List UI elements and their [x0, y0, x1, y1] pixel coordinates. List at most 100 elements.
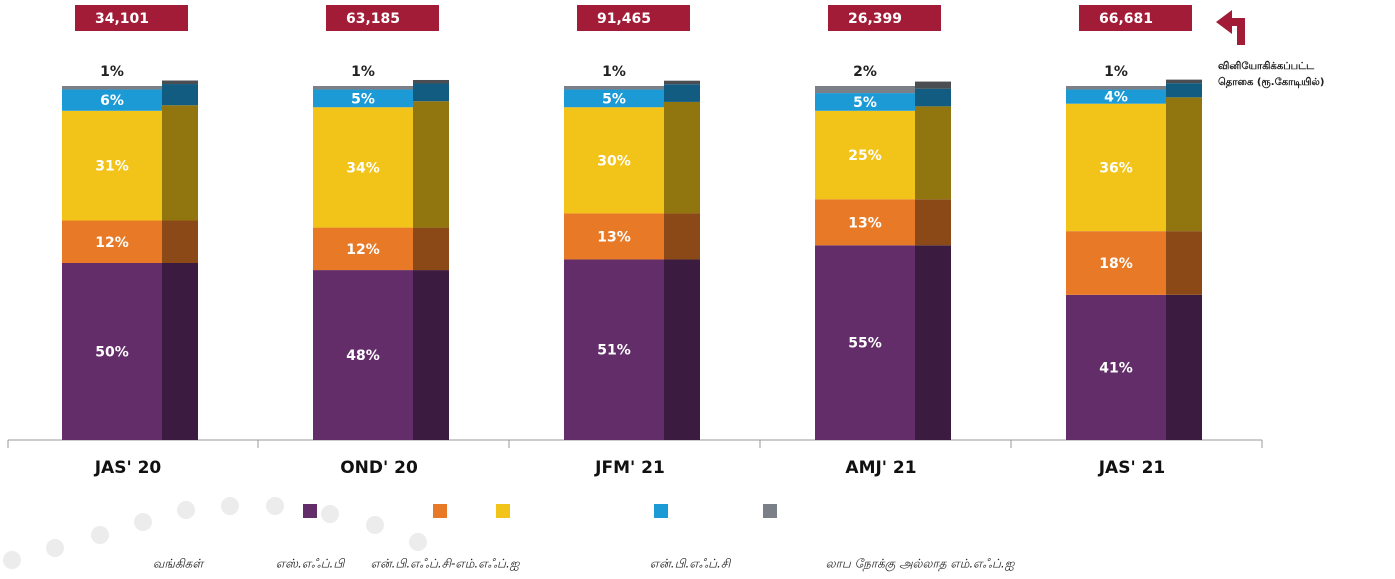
bar-segment: [1066, 89, 1166, 104]
data-label: 31%: [95, 159, 129, 175]
bar-segment: [313, 89, 413, 108]
total-box: [326, 5, 439, 31]
bar-segment: [564, 107, 664, 214]
bar-side: [664, 259, 700, 440]
total-label: 26,399: [848, 11, 902, 27]
annotation: வினியோகிக்கப்பட்ட: [1218, 60, 1315, 72]
bar-segment: [62, 89, 162, 111]
data-label: 55%: [848, 336, 882, 352]
legend-swatch: [763, 504, 777, 518]
data-label: 5%: [853, 95, 877, 111]
bar-segment: [313, 270, 413, 440]
bar-side: [1166, 83, 1202, 98]
bar-side: [664, 101, 700, 214]
bar-side: [915, 199, 951, 246]
bar-segment: [1066, 103, 1166, 232]
data-label: 12%: [95, 235, 129, 251]
legend-label: எஸ்.எஃப்.பி: [276, 557, 346, 571]
legend-swatch: [654, 504, 668, 518]
bar-side: [413, 227, 449, 271]
annotation: தொகை (ரூ.கோடியில்): [1218, 76, 1324, 88]
data-label: 5%: [351, 91, 375, 107]
bar-side: [413, 83, 449, 102]
total-label: 91,465: [597, 11, 651, 27]
bar-side: [1166, 97, 1202, 232]
total-box: [828, 5, 941, 31]
bar-segment: [564, 89, 664, 108]
data-label: 34%: [346, 160, 380, 176]
legend-label: வங்கிகள்: [153, 557, 206, 571]
bar-segment: [313, 227, 413, 271]
bar-side: [162, 220, 198, 263]
bar-segment: [815, 245, 915, 440]
bar-side: [664, 80, 700, 85]
total-box: [1079, 5, 1192, 31]
bar-side: [915, 245, 951, 440]
bar-segment: [564, 259, 664, 440]
bar-segment: [62, 263, 162, 440]
bar-side: [413, 270, 449, 440]
bar-side: [413, 101, 449, 228]
bar-side: [162, 84, 198, 106]
bar-segment: [1066, 231, 1166, 295]
data-label: 2%: [853, 64, 877, 80]
data-label: 18%: [1099, 256, 1133, 272]
data-label: 5%: [602, 91, 626, 107]
data-label: 13%: [597, 229, 631, 245]
bar-side: [664, 84, 700, 102]
x-tick-label: JAS' 20: [94, 458, 162, 478]
data-label: 1%: [602, 64, 626, 80]
bar-segment: [62, 86, 162, 90]
bar-side: [915, 88, 951, 107]
x-tick-label: OND' 20: [340, 458, 418, 478]
bar-side: [162, 105, 198, 221]
x-tick-label: JAS' 21: [1098, 458, 1166, 478]
bar-side: [915, 106, 951, 200]
total-label: 66,681: [1099, 11, 1153, 27]
data-label: 41%: [1099, 360, 1133, 376]
data-label: 51%: [597, 343, 631, 359]
bar-side: [162, 80, 198, 85]
data-label: 1%: [351, 64, 375, 80]
data-label: 12%: [346, 242, 380, 258]
bar-segment: [62, 220, 162, 263]
data-label: 48%: [346, 348, 380, 364]
total-label: 34,101: [95, 11, 149, 27]
data-label: 30%: [597, 153, 631, 169]
bar-side: [1166, 231, 1202, 295]
bar-side: [162, 263, 198, 440]
bar-segment: [815, 199, 915, 246]
data-label: 50%: [95, 345, 129, 361]
legend-swatch: [303, 504, 317, 518]
data-label: 36%: [1099, 160, 1133, 176]
x-tick-label: AMJ' 21: [845, 458, 916, 478]
bar-segment: [62, 110, 162, 221]
arrow-icon: [1216, 10, 1245, 45]
bar-segment: [1066, 86, 1166, 90]
total-box: [577, 5, 690, 31]
bar-side: [413, 79, 449, 84]
bar-segment: [313, 107, 413, 228]
total-box: [75, 5, 188, 31]
data-label: 1%: [1104, 64, 1128, 80]
bar-segment: [815, 110, 915, 200]
bar-side: [1166, 294, 1202, 440]
data-label: 13%: [848, 215, 882, 231]
bar-side: [915, 81, 951, 89]
bar-segment: [564, 86, 664, 90]
legend-label: என்.பி.எஃப்.சி: [650, 557, 732, 571]
bar-segment: [815, 93, 915, 111]
bar-side: [1166, 79, 1202, 84]
x-tick-label: JFM' 21: [594, 458, 665, 478]
data-label: 6%: [100, 93, 124, 109]
data-label: 25%: [848, 148, 882, 164]
data-label: 4%: [1104, 90, 1128, 106]
decor-dots: [3, 497, 427, 569]
legend-label: லாப நோக்கு அல்லாத எம்.எஃப்.ஐ: [826, 557, 1016, 573]
bar-segment: [1066, 294, 1166, 440]
bar-side: [664, 213, 700, 260]
legend-swatch: [496, 504, 510, 518]
bar-segment: [313, 86, 413, 90]
legend-swatch: [433, 504, 447, 518]
